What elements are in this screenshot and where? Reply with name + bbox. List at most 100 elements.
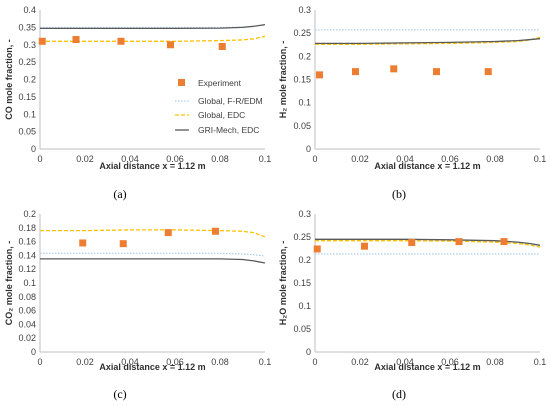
x-tick-label-a: 0.08: [211, 154, 229, 164]
legend-label-global-edc: Global, EDC: [198, 110, 245, 120]
y-tick-label-a: 0: [31, 144, 36, 154]
series-line-global-edc-a: [40, 35, 266, 42]
x-tick-label-d: 0.1: [534, 357, 547, 367]
y-tick-label-c: 0.16: [18, 237, 36, 247]
panel-c: 0 0.02 0.04 0.06 0.08 0.1 0.12 0.14 0.16 0.18 0.2 0…: [4, 209, 271, 401]
series-line-global-fr-edm-c: [40, 252, 266, 257]
y-axis-label-a: CO mole fraction, -: [4, 39, 14, 120]
experiment-point-b: [484, 68, 492, 76]
y-tick-label-c: 0.1: [23, 278, 36, 288]
y-tick-label-a: 0.4: [23, 5, 36, 15]
series-line-global-edc-c: [40, 229, 266, 238]
x-tick-label-d: 0.08: [486, 357, 504, 367]
y-tick-label-a: 0.2: [23, 75, 36, 85]
x-tick-label-a: 0.02: [76, 154, 94, 164]
experiment-point-a: [167, 41, 174, 49]
y-tick-label-b: 0.1: [298, 98, 311, 108]
x-tick-label-a: 0.06: [166, 154, 184, 164]
y-tick-label-c: 0.12: [18, 264, 36, 274]
x-tick-label-c: 0: [37, 357, 42, 367]
x-tick-label-d: 0.04: [396, 357, 414, 367]
x-tick-label-b: 0.08: [486, 154, 504, 164]
series-line-gri-mech-edc-d: [315, 238, 541, 246]
y-tick-label-c: 0.2: [23, 209, 36, 219]
y-tick-label-c: 0.04: [18, 319, 36, 329]
x-axis-label-c: Axial distance x = 1.12 m: [99, 362, 205, 372]
y-tick-label-d: 0.15: [293, 278, 311, 288]
y-tick-label-b: 0.25: [293, 28, 311, 38]
y-tick-label-a: 0.35: [18, 22, 36, 32]
experiment-point-c: [119, 240, 127, 248]
series-line-gri-mech-edc-a: [40, 23, 266, 30]
y-tick-label-a: 0.15: [18, 92, 36, 102]
y-tick-label-c: 0.06: [18, 306, 36, 316]
experiment-point-c: [164, 229, 172, 237]
experiment-point-d: [361, 242, 368, 250]
caption-c: (c): [113, 387, 126, 401]
y-tick-label-d: 0.05: [293, 324, 311, 334]
legend-marker-experiment: [178, 79, 185, 86]
experiment-point-b: [390, 65, 398, 73]
caption-d: (d): [392, 387, 406, 401]
series-line-gri-mech-edc-c: [40, 258, 266, 264]
y-tick-label-c: 0.18: [18, 223, 36, 233]
x-tick-label-d: 0.06: [441, 357, 459, 367]
y-tick-label-d: 0: [306, 347, 311, 357]
y-tick-label-d: 0.2: [298, 255, 311, 265]
experiment-point-d: [408, 239, 416, 247]
x-tick-label-a: 0.1: [259, 154, 272, 164]
experiment-point-b: [433, 68, 440, 76]
legend-label-global-fr-edm: Global, F-R/EDM: [198, 96, 263, 106]
y-tick-label-c: 0.08: [18, 292, 36, 302]
experiment-point-d: [500, 238, 508, 246]
experiment-point-d: [455, 238, 463, 246]
y-tick-label-b: 0.15: [293, 75, 311, 85]
experiment-point-b: [352, 68, 359, 76]
experiment-point-c: [79, 239, 87, 247]
y-axis-label-c: CO₂ mole fraction, -: [4, 241, 14, 326]
y-tick-label-d: 0.3: [298, 209, 311, 219]
experiment-point-a: [117, 37, 125, 45]
x-tick-label-c: 0.02: [76, 357, 94, 367]
x-tick-label-b: 0.06: [441, 154, 459, 164]
y-tick-label-b: 0.2: [298, 51, 311, 61]
y-tick-label-d: 0.25: [293, 232, 311, 242]
y-tick-label-d: 0.1: [298, 301, 311, 311]
experiment-point-a: [218, 42, 226, 50]
x-axis-label-b: Axial distance x = 1.12 m: [374, 161, 480, 171]
x-axis-label-d: Axial distance x = 1.12 m: [374, 362, 480, 372]
x-tick-label-b: 0.1: [534, 154, 547, 164]
experiment-point-c: [212, 227, 219, 235]
y-tick-label-c: 0.14: [18, 250, 36, 260]
experiment-point-a: [72, 36, 80, 44]
legend-label-gri-mech-edc: GRI-Mech, EDC: [198, 125, 259, 135]
experiment-point-a: [38, 37, 46, 45]
panel-b: 0 0.05 0.1 0.15 0.2 0.25 0.3 0 0.02 0.04 0.06 0.08 0…: [278, 5, 546, 201]
x-tick-label-c: 0.06: [166, 357, 184, 367]
y-tick-label-c: 0: [31, 347, 36, 357]
x-tick-label-b: 0.02: [351, 154, 369, 164]
y-tick-label-a: 0.25: [18, 57, 36, 67]
x-tick-label-c: 0.1: [259, 357, 272, 367]
experiment-point-d: [313, 245, 321, 253]
series-line-gri-mech-edc-b: [315, 38, 541, 45]
y-tick-label-b: 0.3: [298, 5, 311, 15]
x-tick-label-a: 0.04: [121, 154, 139, 164]
x-tick-label-a: 0: [37, 154, 42, 164]
legend: Experiment Global, F-R/EDM Global, EDC G…: [175, 78, 263, 135]
y-tick-label-a: 0.1: [23, 109, 36, 119]
x-tick-label-d: 0: [312, 357, 317, 367]
panel-d: 0 0.05 0.1 0.15 0.2 0.25 0.3 0 0.02 0.04 0.06 0.08 0…: [278, 209, 546, 401]
y-tick-label-b: 0: [306, 144, 311, 154]
legend-label-experiment: Experiment: [198, 78, 242, 88]
series-line-global-fr-edm-a: [40, 24, 266, 28]
panel-a: 0 0.05 0.1 0.15 0.2 0.25 0.3 0.35 0.4 0 0.02 0.04 0.…: [4, 5, 271, 201]
y-axis-label-b: H₂ mole fraction, -: [278, 41, 288, 119]
y-tick-label-a: 0.3: [23, 40, 36, 50]
y-axis-label-d: H₂O mole fraction, -: [278, 241, 288, 326]
y-tick-label-c: 0.02: [18, 333, 36, 343]
x-tick-label-b: 0: [312, 154, 317, 164]
y-tick-label-a: 0.05: [18, 127, 36, 137]
caption-b: (b): [392, 187, 406, 201]
